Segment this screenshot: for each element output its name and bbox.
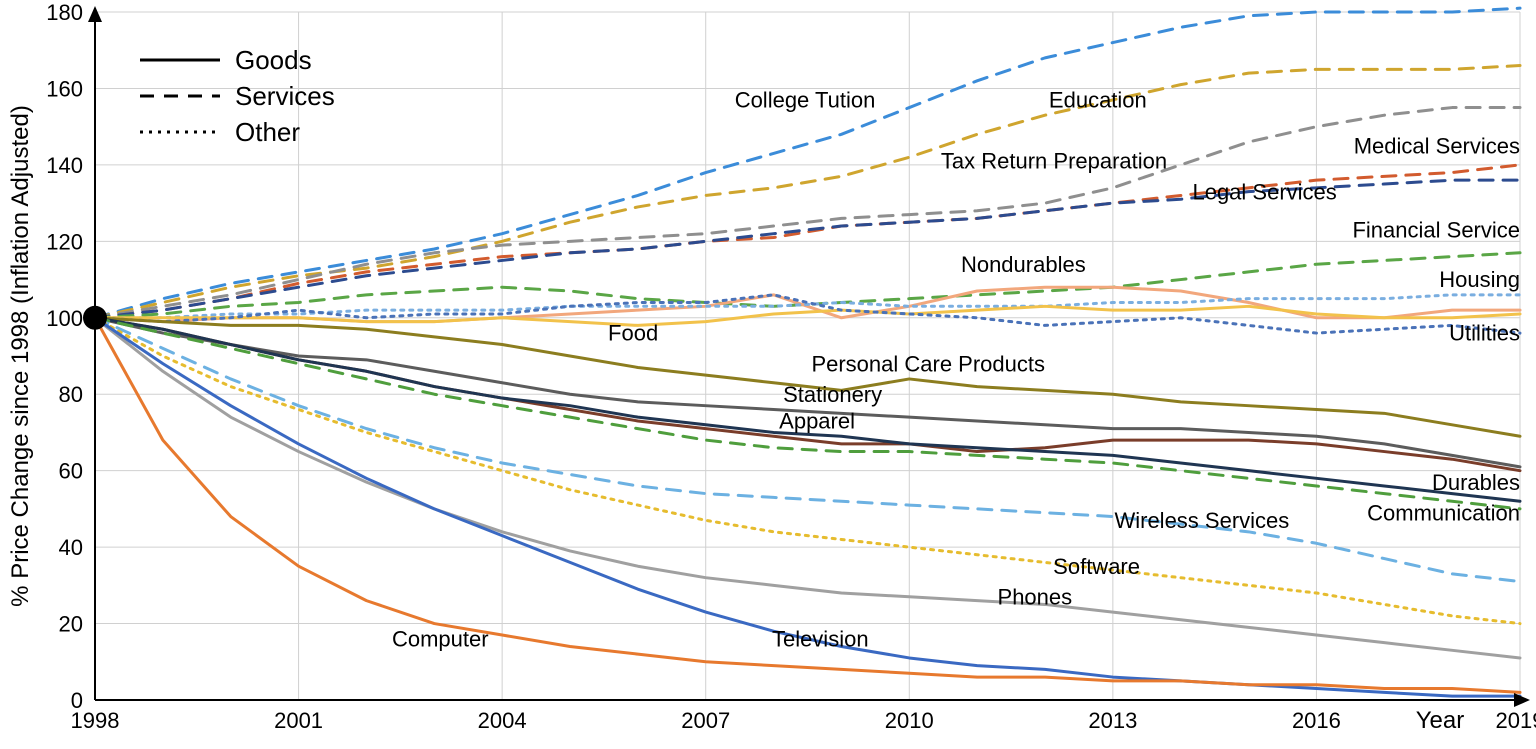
series-label: Computer — [392, 626, 489, 651]
legend-label: Other — [235, 117, 300, 147]
legend-label: Goods — [235, 45, 312, 75]
legend-label: Services — [235, 81, 335, 111]
series-label: Education — [1049, 88, 1147, 113]
series-label: Personal Care Products — [811, 351, 1045, 376]
x-axis-title: Year — [1416, 707, 1465, 734]
series-label: Financial Service — [1352, 218, 1520, 243]
x-tick-label: 2013 — [1088, 708, 1137, 733]
series-label: Legal Services — [1192, 179, 1336, 204]
series-label: Durables — [1432, 470, 1520, 495]
y-axis-title: % Price Change since 1998 (Inflation Adj… — [7, 105, 34, 607]
series-label: Stationery — [783, 382, 882, 407]
y-tick-label: 160 — [46, 76, 83, 101]
series-label: Tax Return Preparation — [941, 149, 1167, 174]
series-label: Utilities — [1449, 321, 1520, 346]
x-tick-label: 2016 — [1292, 708, 1341, 733]
series-label: Nondurables — [961, 252, 1086, 277]
series-label: Apparel — [779, 409, 855, 434]
x-tick-label: 2001 — [274, 708, 323, 733]
y-tick-label: 0 — [71, 688, 83, 713]
y-tick-label: 20 — [59, 612, 83, 637]
series-label: Food — [608, 321, 658, 346]
y-tick-label: 60 — [59, 459, 83, 484]
series-label: Phones — [998, 584, 1073, 609]
price-change-chart: College Tution Education Tax Return Prepar… — [0, 0, 1536, 749]
series-label: Housing — [1439, 267, 1520, 292]
y-tick-label: 180 — [46, 0, 83, 25]
x-tick-label: 2004 — [478, 708, 527, 733]
series-label: College Tution — [735, 88, 876, 113]
series-label: Medical Services — [1354, 133, 1520, 158]
x-tick-label: 2010 — [885, 708, 934, 733]
x-tick-label: 2007 — [681, 708, 730, 733]
y-tick-label: 120 — [46, 229, 83, 254]
series-label: Television — [772, 626, 869, 651]
y-tick-label: 40 — [59, 535, 83, 560]
series-label: Software — [1053, 554, 1140, 579]
series-label: Communication — [1367, 500, 1520, 525]
y-tick-label: 140 — [46, 153, 83, 178]
y-tick-label: 100 — [46, 306, 83, 331]
series-label: Wireless Services — [1114, 508, 1289, 533]
origin-marker — [83, 306, 107, 330]
x-tick-label: 2019 — [1496, 708, 1536, 733]
y-tick-label: 80 — [59, 382, 83, 407]
